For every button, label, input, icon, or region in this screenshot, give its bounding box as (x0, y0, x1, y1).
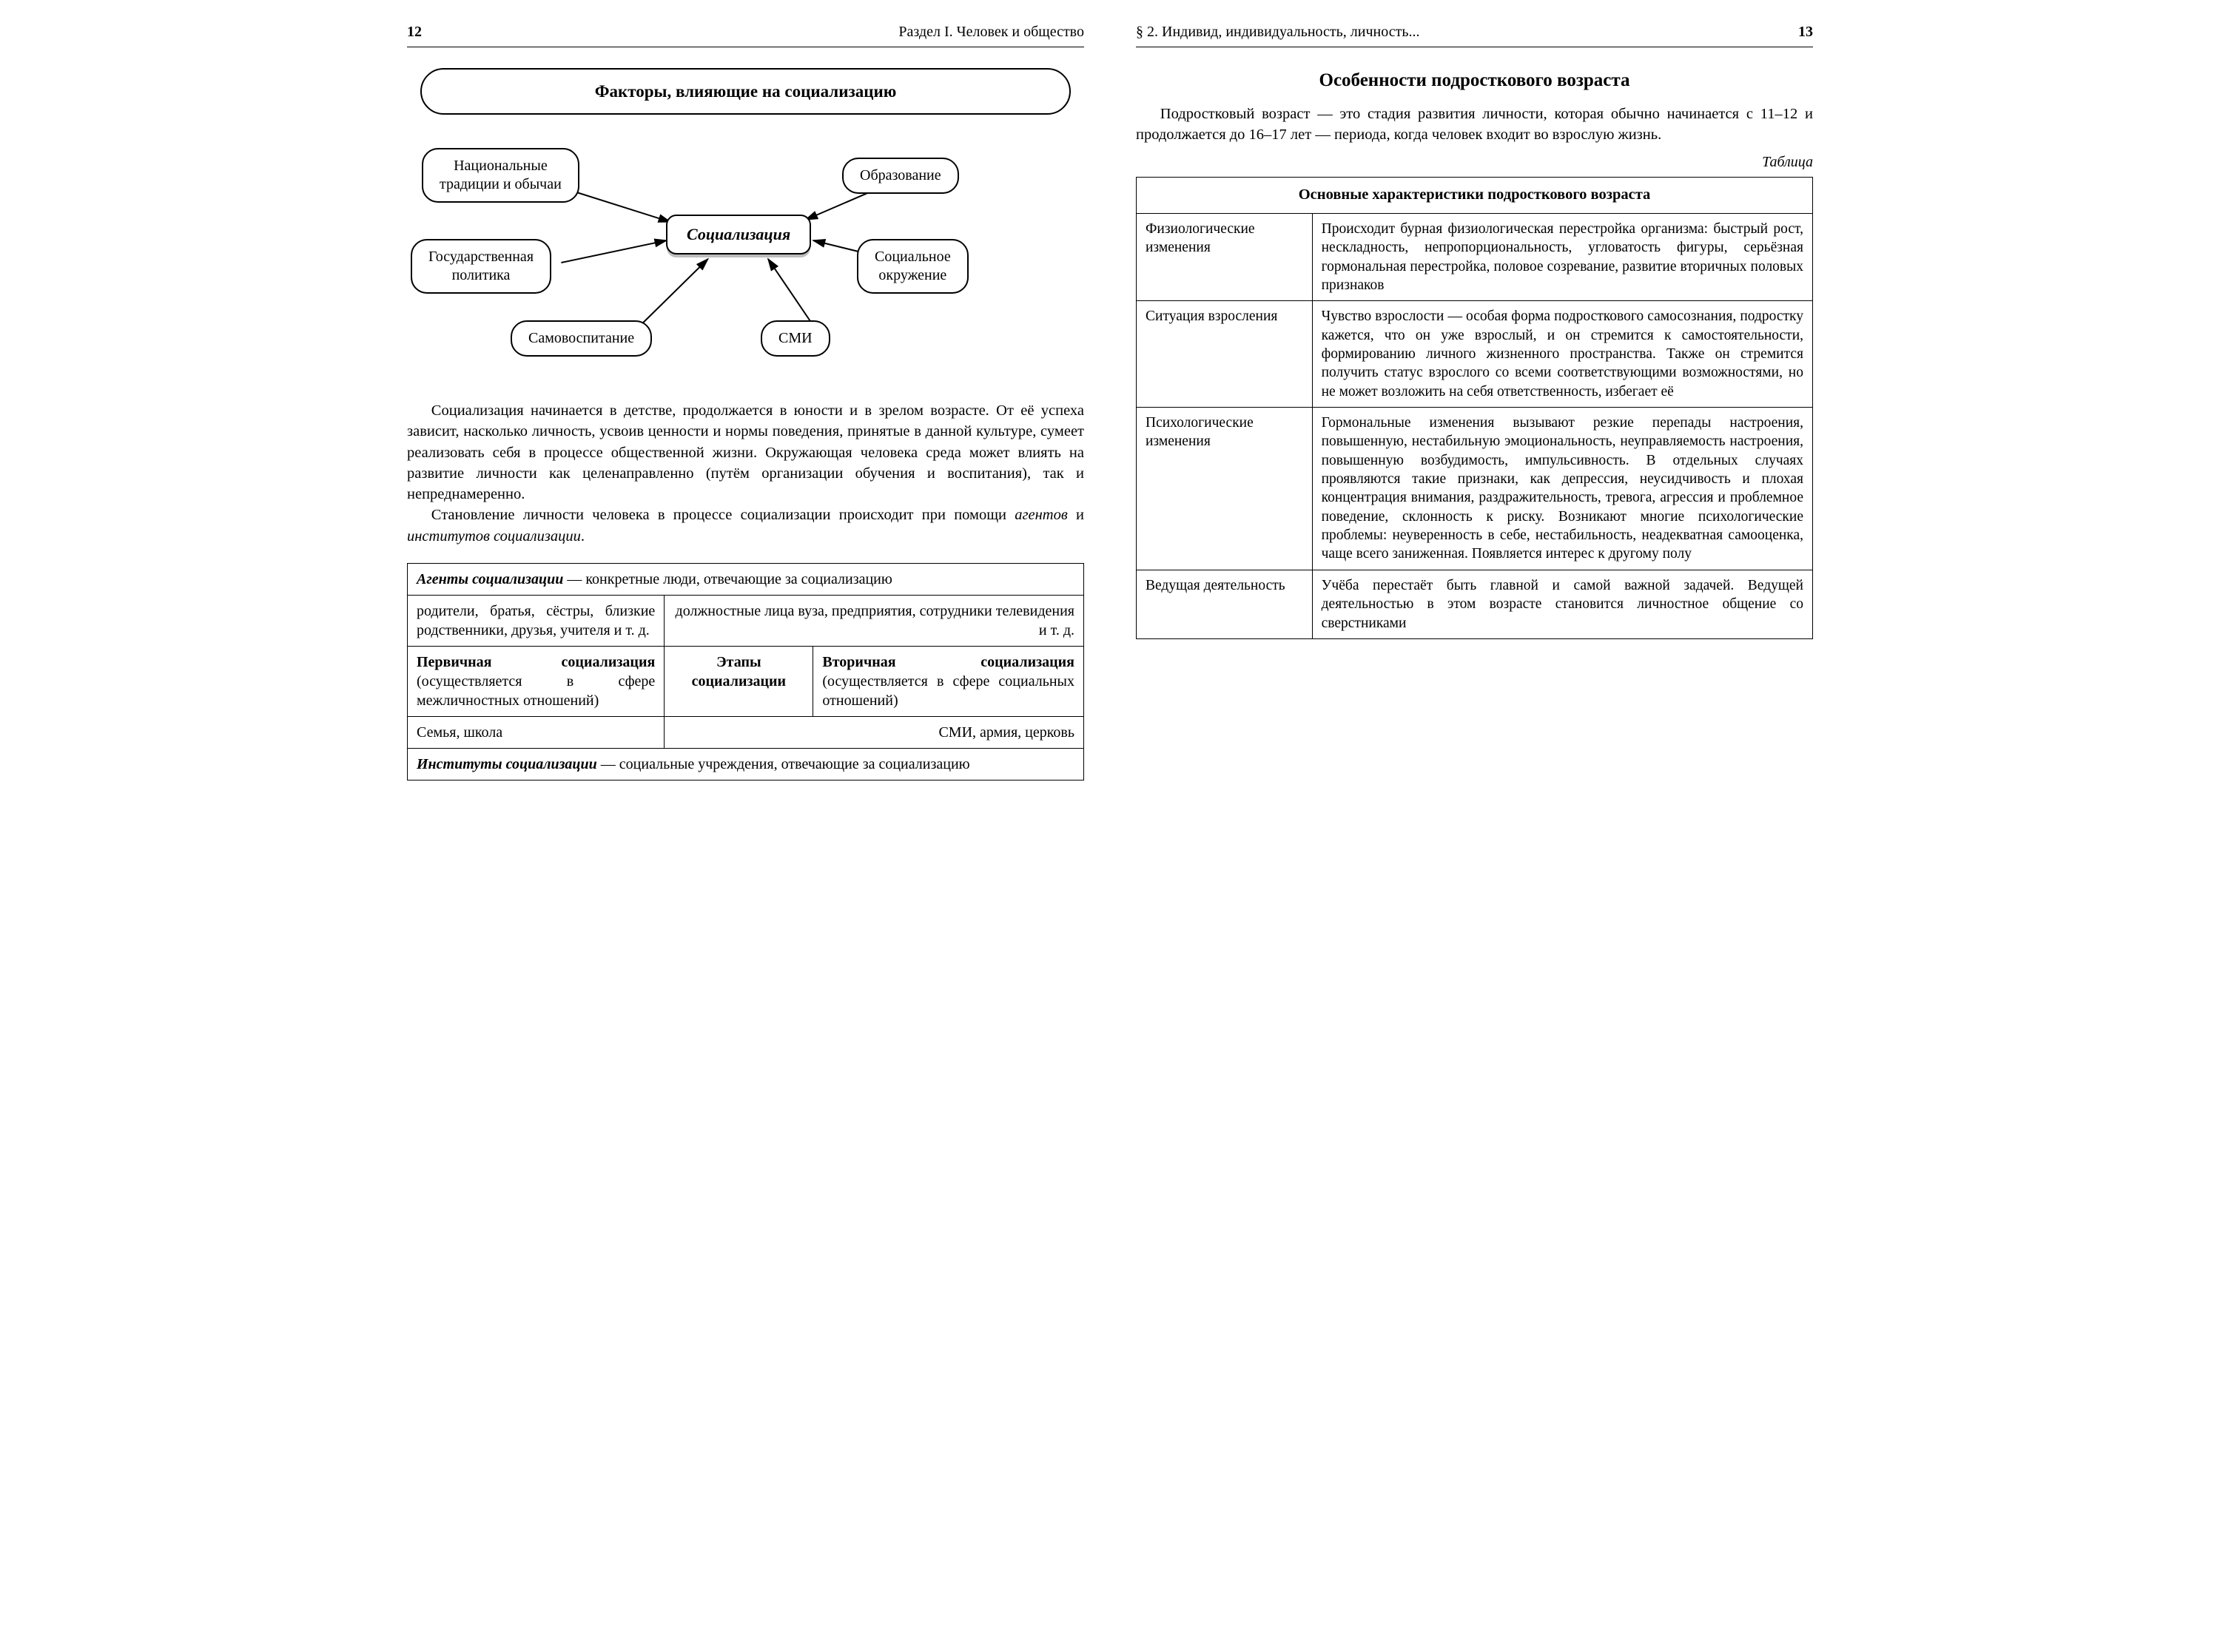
table-row: Физиологические изменения Происходит бур… (1137, 213, 1813, 300)
diagram-node-traditions: Национальныетрадиции и обычаи (422, 148, 579, 203)
char-val: Чувство взрослости — особая форма подрос… (1312, 301, 1812, 408)
table-header-row: Основные характеристики подросткового во… (1137, 178, 1813, 214)
diagram-node-social: Социальноеокружение (857, 239, 969, 294)
char-val: Происходит бурная физиологическая перест… (1312, 213, 1812, 300)
diagram-node-policy: Государственнаяполитика (411, 239, 551, 294)
secondary-socialization: Вторичная социализация (осуществляется в… (813, 647, 1084, 717)
primary-institutions: Семья, школа (408, 717, 665, 749)
table-row: Семья, школа СМИ, армия, церковь (408, 717, 1084, 749)
agents-secondary-list: должностные лица вуза, предприятия, сотр… (665, 596, 1084, 647)
socialization-table: Агенты социализации — конкретные люди, о… (407, 563, 1084, 781)
table-row: родители, братья, сёстры, близкие родств… (408, 596, 1084, 647)
factors-diagram: Социализация Национальныетрадиции и обыч… (407, 137, 1084, 381)
diagram-node-education: Образование (842, 158, 959, 194)
table-row: Институты социализации — социальные учре… (408, 749, 1084, 781)
agents-primary-list: родители, братья, сёстры, близкие родств… (408, 596, 665, 647)
char-key: Ведущая деятельность (1137, 570, 1313, 638)
table-row: Психологические изменения Гормональные и… (1137, 408, 1813, 570)
para2-text-a: Становление личности человека в процессе… (431, 507, 1015, 523)
agents-term: Агенты социализации (417, 571, 563, 587)
char-val: Учёба перестаёт быть главной и самой важ… (1312, 570, 1812, 638)
para2-em2: институтов социализации (407, 528, 581, 545)
table-row: Агенты социализации — конкретные люди, о… (408, 564, 1084, 596)
primary-desc: (осуществляется в сфере межличностных от… (417, 673, 655, 709)
table-caption: Таблица (1136, 152, 1813, 172)
para2-em1: агентов (1015, 507, 1067, 523)
paragraph-1: Социализация начинается в детстве, продо… (407, 400, 1084, 505)
diagram-hub: Социализация (666, 215, 811, 254)
agents-def: Агенты социализации — конкретные люди, о… (408, 564, 1084, 596)
agents-text: — конкретные люди, отвечающие за социали… (563, 571, 892, 587)
intro-paragraph: Подростковый возраст — это стадия развит… (1136, 104, 1813, 146)
secondary-institutions: СМИ, армия, церковь (665, 717, 1084, 749)
section-title: Раздел I. Человек и общество (898, 22, 1084, 42)
page-spread: 12 Раздел I. Человек и общество Факторы,… (407, 22, 1813, 781)
stages-term: Этапы социализации (692, 654, 786, 690)
section-heading: Особенности подросткового возраста (1136, 68, 1813, 93)
institutes-term: Институты социализации (417, 756, 597, 772)
institutes-text: — социальные учреждения, отвечающие за с… (597, 756, 970, 772)
char-key: Ситуация взросления (1137, 301, 1313, 408)
char-val: Гормональные изменения вызывают резкие п… (1312, 408, 1812, 570)
characteristics-table: Основные характеристики подросткового во… (1136, 177, 1813, 639)
stages-label: Этапы социализации (665, 647, 813, 717)
char-key: Физиологические изменения (1137, 213, 1313, 300)
table-row: Ведущая деятельность Учёба перестаёт быт… (1137, 570, 1813, 638)
paragraph-title: § 2. Индивид, индивидуальность, личность… (1136, 22, 1419, 42)
page-number: 13 (1798, 22, 1813, 42)
diagram-title: Факторы, влияющие на социализацию (420, 68, 1071, 115)
paragraph-2: Становление личности человека в процессе… (407, 505, 1084, 547)
primary-term: Первичная социализация (417, 654, 655, 670)
page-number: 12 (407, 22, 422, 42)
running-header-left: 12 Раздел I. Человек и общество (407, 22, 1084, 47)
char-key: Психологические изменения (1137, 408, 1313, 570)
primary-socialization: Первичная социализация (осуществляется в… (408, 647, 665, 717)
table-row: Первичная социализация (осуществляется в… (408, 647, 1084, 717)
diagram-node-selfedu: Самовоспитание (511, 320, 652, 357)
running-header-right: § 2. Индивид, индивидуальность, личность… (1136, 22, 1813, 47)
secondary-term: Вторичная социализация (822, 654, 1074, 670)
secondary-desc: (осуществляется в сфере социальных отнош… (822, 673, 1074, 709)
diagram-node-media: СМИ (761, 320, 830, 357)
institutes-def: Институты социализации — социальные учре… (408, 749, 1084, 781)
para2-text-b: и (1068, 507, 1084, 523)
table-row: Ситуация взросления Чувство взрослости —… (1137, 301, 1813, 408)
table-header: Основные характеристики подросткового во… (1137, 178, 1813, 214)
left-page: 12 Раздел I. Человек и общество Факторы,… (407, 22, 1084, 781)
para2-text-c: . (581, 528, 585, 545)
right-page: § 2. Индивид, индивидуальность, личность… (1136, 22, 1813, 781)
